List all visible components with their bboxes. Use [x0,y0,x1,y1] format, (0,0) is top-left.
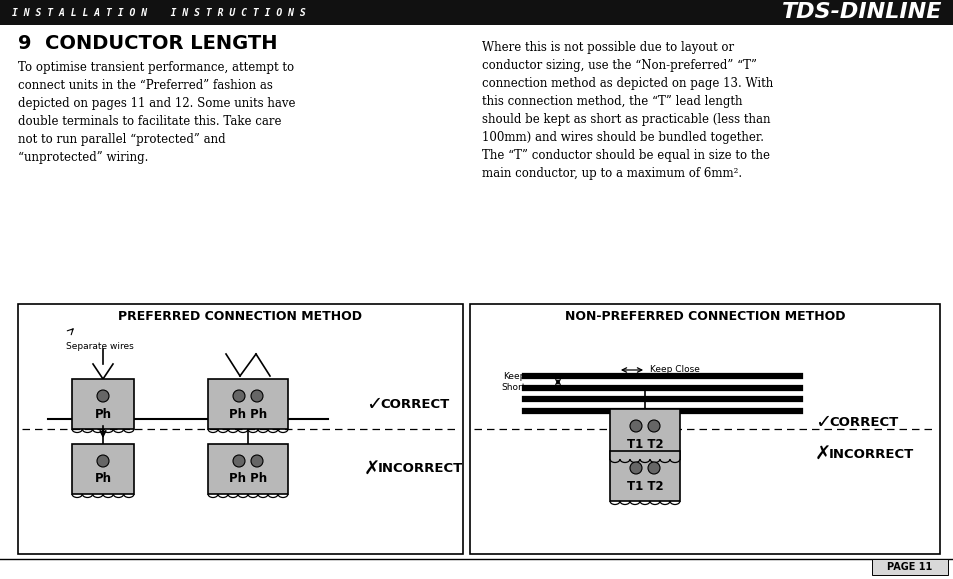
Circle shape [97,390,109,402]
Text: Ph Ph: Ph Ph [229,408,267,420]
Bar [871,559,947,575]
Text: NON-PREFERRED CONNECTION METHOD: NON-PREFERRED CONNECTION METHOD [564,310,844,323]
Bar [208,444,288,494]
Text: Ph Ph: Ph Ph [229,472,267,486]
Bar [71,444,133,494]
Text: Ph: Ph [94,472,112,486]
Text: T1 T2: T1 T2 [626,438,662,450]
Circle shape [233,455,245,467]
Bar [0,0,953,25]
Bar [470,304,939,554]
Text: CORRECT: CORRECT [828,416,898,428]
Text: ✗: ✗ [364,460,380,478]
Circle shape [647,420,659,432]
Text: ✓: ✓ [366,394,382,413]
Text: I N S T A L L A T I O N    I N S T R U C T I O N S: I N S T A L L A T I O N I N S T R U C T … [12,8,305,17]
Text: INCORRECT: INCORRECT [828,448,913,460]
Text: Ph: Ph [94,408,112,420]
Text: Separate wires: Separate wires [66,342,133,351]
Circle shape [97,455,109,467]
Text: PREFERRED CONNECTION METHOD: PREFERRED CONNECTION METHOD [118,310,362,323]
Text: Keep Close: Keep Close [649,365,700,375]
Bar [18,304,462,554]
Text: INCORRECT: INCORRECT [377,463,463,475]
Text: Where this is not possible due to layout or
conductor sizing, use the “Non-prefe: Where this is not possible due to layout… [481,41,773,180]
Bar [609,409,679,459]
Circle shape [629,462,641,474]
Bar [208,379,288,429]
Text: Keep
Short: Keep Short [501,372,525,392]
Text: TDS-DINLINE: TDS-DINLINE [781,2,941,23]
Circle shape [233,390,245,402]
Circle shape [251,390,263,402]
Circle shape [251,455,263,467]
Text: CORRECT: CORRECT [379,398,449,411]
Bar [71,379,133,429]
Circle shape [647,462,659,474]
Text: PAGE 11: PAGE 11 [886,562,932,572]
Text: ✓: ✓ [814,412,830,431]
Text: ✗: ✗ [814,445,830,464]
Text: To optimise transient performance, attempt to
connect units in the “Preferred” f: To optimise transient performance, attem… [18,61,295,164]
Text: T1 T2: T1 T2 [626,479,662,493]
Text: 9  CONDUCTOR LENGTH: 9 CONDUCTOR LENGTH [18,34,277,53]
Bar [609,451,679,501]
Circle shape [629,420,641,432]
